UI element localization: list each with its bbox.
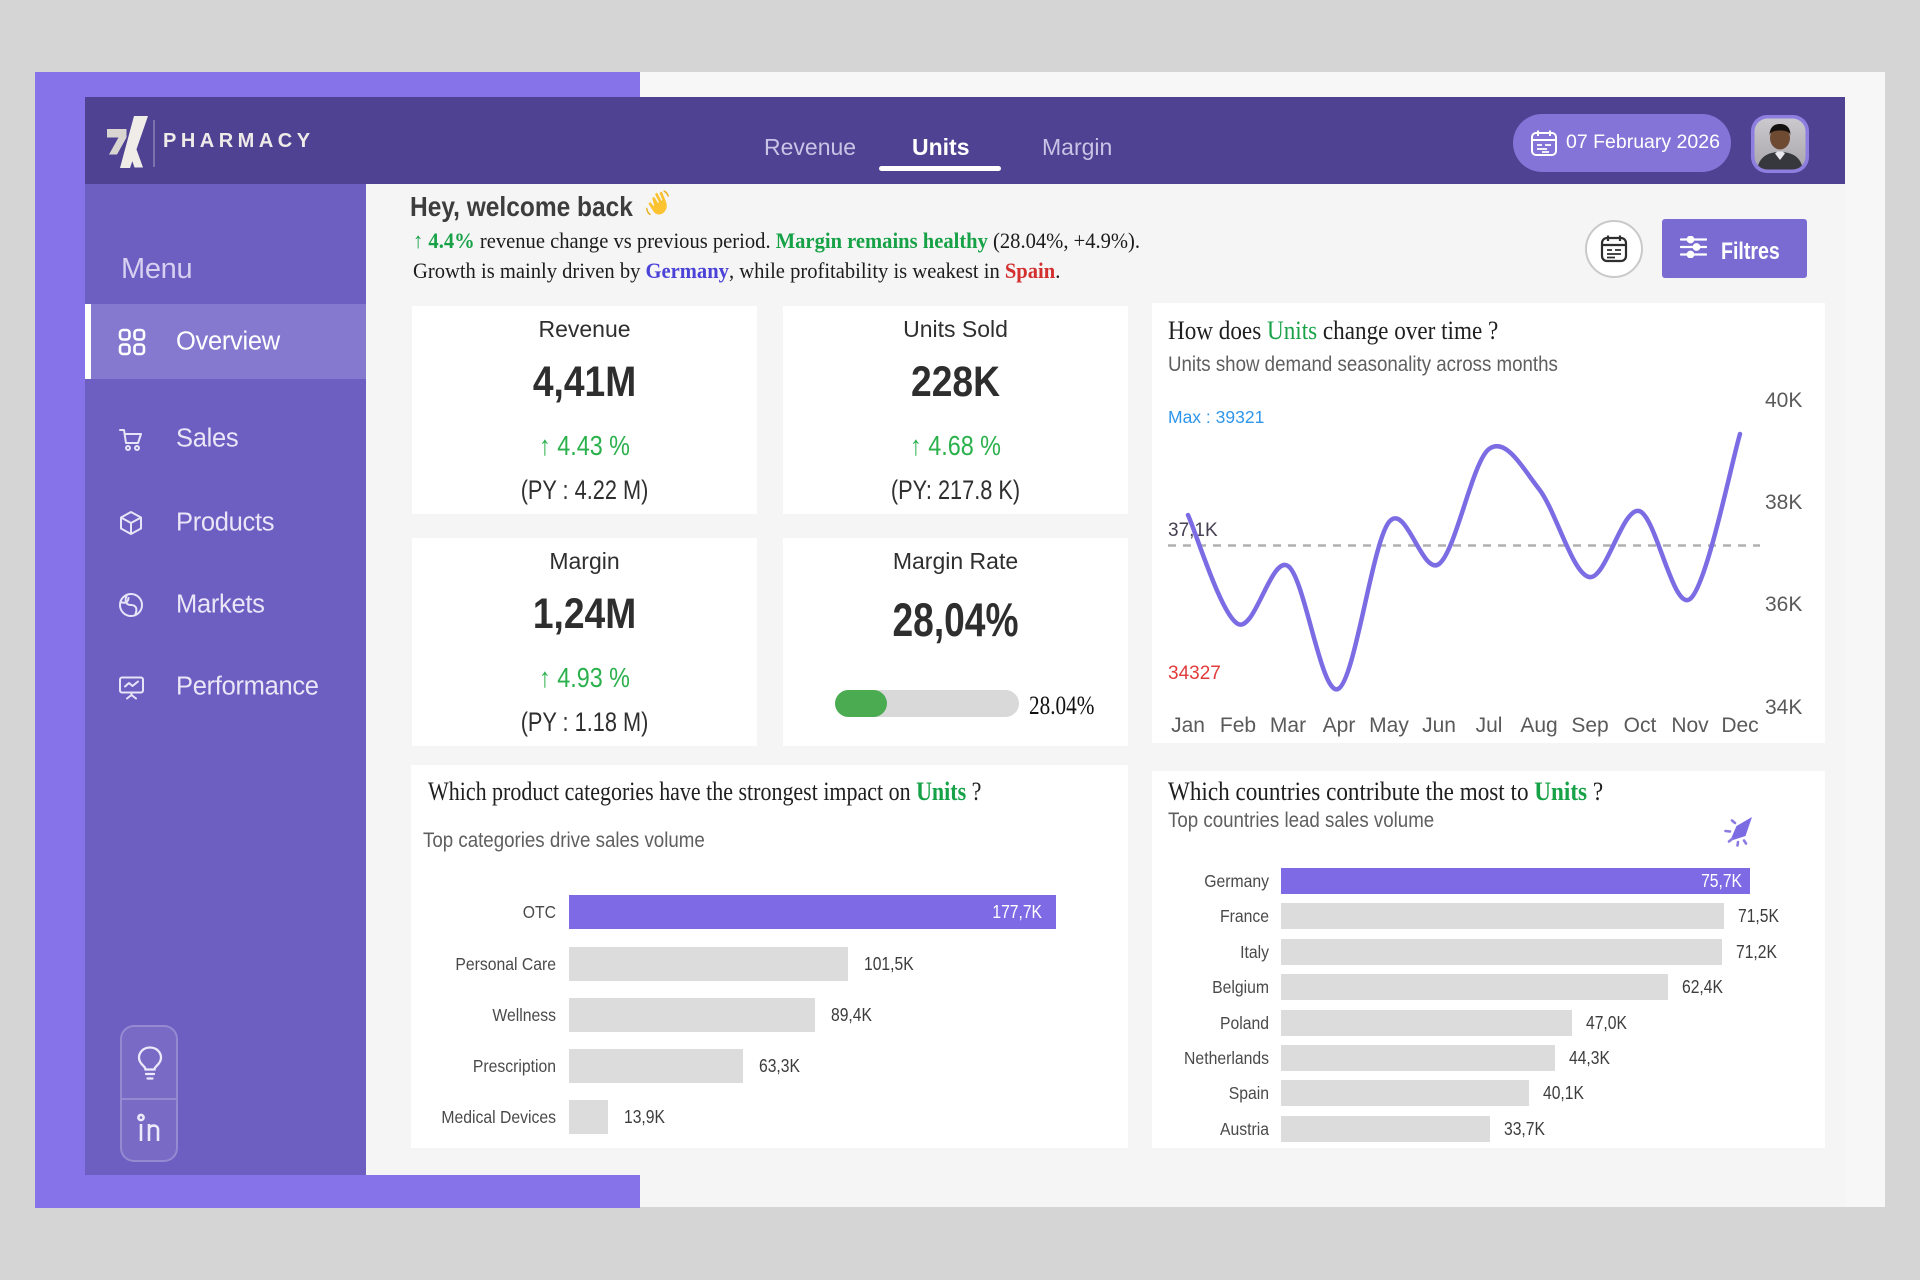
svg-text:36K: 36K xyxy=(1765,593,1802,616)
svg-text:Jun: Jun xyxy=(1422,714,1456,737)
svg-text:Apr: Apr xyxy=(1323,714,1356,737)
svg-text:Max : 39321: Max : 39321 xyxy=(1168,407,1264,427)
svg-text:Mar: Mar xyxy=(1270,714,1306,737)
svg-text:Nov: Nov xyxy=(1671,714,1709,737)
svg-text:Dec: Dec xyxy=(1721,714,1758,737)
svg-text:40K: 40K xyxy=(1765,389,1802,412)
svg-text:Jul: Jul xyxy=(1476,714,1503,737)
svg-text:Jan: Jan xyxy=(1171,714,1205,737)
svg-text:Sep: Sep xyxy=(1571,714,1608,737)
svg-text:Aug: Aug xyxy=(1520,714,1557,737)
svg-text:34K: 34K xyxy=(1765,696,1802,719)
svg-text:Feb: Feb xyxy=(1220,714,1256,737)
svg-text:Oct: Oct xyxy=(1624,714,1657,737)
svg-text:34327: 34327 xyxy=(1168,663,1221,684)
svg-text:May: May xyxy=(1369,714,1409,737)
svg-text:38K: 38K xyxy=(1765,491,1802,514)
